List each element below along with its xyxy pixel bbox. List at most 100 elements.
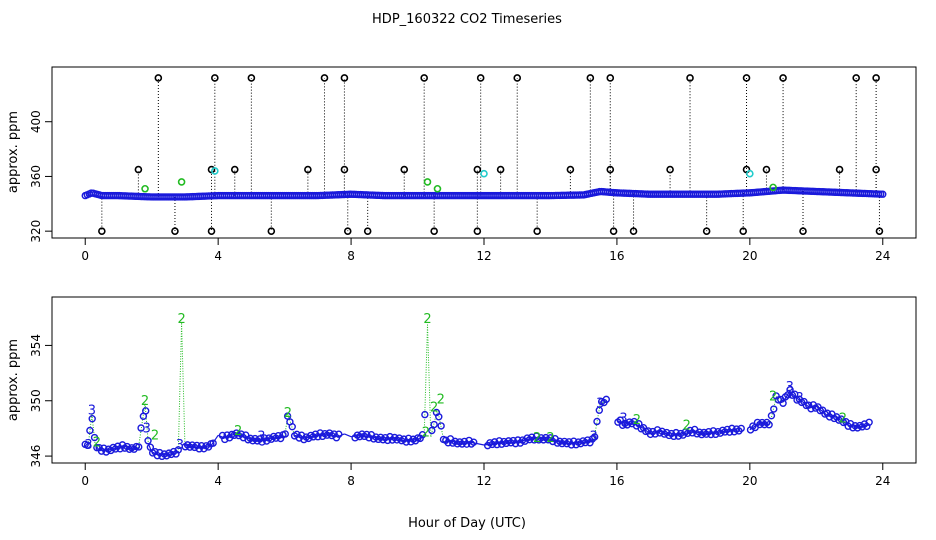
top-ytick-label: 320 (29, 220, 43, 243)
data-point (335, 430, 343, 438)
data-point (209, 439, 217, 447)
outlier-point (171, 227, 179, 235)
data-point (88, 415, 96, 423)
outlier-point (586, 74, 595, 82)
bottom-xtick-label: 4 (214, 474, 222, 488)
level2-point (141, 184, 149, 193)
level-label: 2 (423, 312, 431, 327)
data-point (435, 413, 443, 421)
data-point (430, 420, 438, 429)
outlier-point (606, 165, 615, 174)
outlier-point (304, 165, 312, 174)
level-label: 2 (533, 431, 541, 446)
outlier-point (835, 165, 844, 174)
data-point (418, 431, 427, 439)
outlier-point (533, 227, 541, 235)
data-point (144, 437, 152, 445)
cyan-point (211, 167, 219, 175)
outlier-point (473, 165, 482, 174)
data-point (421, 410, 429, 419)
data-point (281, 430, 289, 438)
outlier-point (702, 227, 711, 235)
data-point (593, 417, 601, 426)
data-point (767, 411, 776, 420)
bottom-xtick-label: 24 (875, 474, 890, 488)
level-label: 2 (234, 424, 242, 439)
data-point (602, 395, 610, 404)
outlier-point (473, 227, 482, 235)
top-ytick-label: 360 (29, 165, 43, 188)
outlier-point (566, 165, 575, 174)
series-line (177, 323, 183, 452)
data-point (879, 190, 887, 198)
level-label: 2 (437, 392, 445, 407)
series-line (427, 324, 432, 437)
outlier-point (476, 74, 485, 82)
series-line (181, 323, 186, 446)
level-label: 3 (257, 430, 265, 445)
level-label: 3 (796, 391, 804, 406)
data-point (865, 418, 873, 426)
outlier-point (420, 74, 428, 82)
level-label: 2 (683, 419, 691, 434)
outlier-point (430, 227, 438, 235)
data-point (93, 443, 101, 452)
data-point (437, 422, 445, 430)
outlier-point (363, 227, 372, 235)
data-point (90, 433, 99, 442)
bottom-ytick-label: 354 (29, 334, 43, 357)
top-ytick-label: 400 (29, 110, 43, 133)
level-label: 3 (84, 438, 92, 453)
series-line (600, 400, 608, 404)
outlier-point (686, 74, 694, 82)
bottom-xtick-label: 12 (476, 474, 491, 488)
outlier-point (496, 165, 505, 174)
cyan-point (746, 169, 754, 178)
co2-panel-top: approx. ppm 0 4 8 12 16 20 24 320 360 400 (6, 66, 917, 263)
outlier-point (134, 165, 143, 174)
level-label: 2 (430, 401, 438, 416)
outlier-point (609, 227, 618, 235)
level2-point (433, 184, 442, 193)
level2-point (423, 178, 432, 186)
outlier-point (606, 74, 615, 82)
outlier-point (320, 74, 329, 82)
data-point (590, 433, 599, 441)
level-label: 2 (151, 428, 159, 443)
series-line (344, 433, 352, 438)
level-label: 3 (176, 438, 184, 453)
outlier-point (742, 74, 751, 82)
level-label: 3 (143, 421, 151, 436)
outlier-point (852, 74, 860, 82)
data-point (174, 446, 182, 454)
level-label: 2 (769, 390, 777, 405)
x-axis-label: Hour of Day (UTC) (408, 516, 526, 531)
data-point (142, 407, 150, 415)
level-label: 2 (93, 435, 101, 450)
data-point (135, 443, 143, 451)
bottom-ytick-label: 346 (29, 445, 43, 468)
data-point (595, 406, 604, 414)
level-label: 2 (141, 394, 149, 409)
outlier-point (875, 227, 884, 235)
data-point (86, 426, 94, 435)
level-label: 2 (546, 431, 554, 446)
level-label: 2 (633, 413, 641, 428)
outlier-point (340, 165, 349, 174)
outlier-point (230, 165, 239, 174)
data-point (83, 441, 92, 449)
top-xtick-label: 0 (81, 249, 89, 263)
outlier-point (340, 74, 349, 82)
top-xtick-label: 4 (214, 249, 222, 263)
series-line (144, 403, 149, 444)
outlier-point (762, 165, 771, 174)
plot-frame-top (51, 66, 917, 239)
outlier-point (629, 227, 638, 235)
data-point (737, 424, 745, 433)
level-label: 3 (88, 403, 96, 418)
bottom-xtick-label: 16 (609, 474, 624, 488)
outlier-point (154, 74, 163, 82)
top-xtick-label: 24 (875, 249, 890, 263)
top-xtick-label: 8 (347, 249, 355, 263)
